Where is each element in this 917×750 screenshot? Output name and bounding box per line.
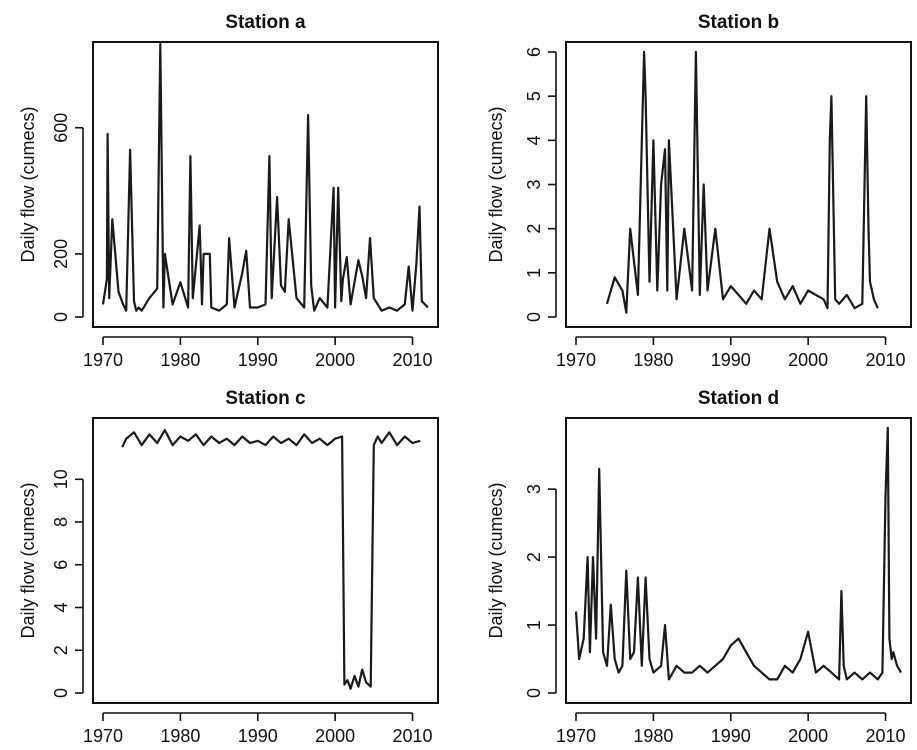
y-tick-label: 0 — [524, 688, 544, 698]
x-tick-label: 1990 — [711, 726, 751, 746]
panel-title: Station d — [698, 388, 779, 409]
y-tick-label: 200 — [51, 239, 71, 269]
panel-title: Station c — [225, 388, 306, 409]
y-tick-label: 600 — [51, 113, 71, 143]
x-tick-label: 2000 — [788, 350, 828, 370]
x-tick-label: 1990 — [238, 350, 278, 370]
x-tick-label: 1990 — [238, 726, 278, 746]
x-tick-label: 1990 — [711, 350, 751, 370]
y-tick-label: 2 — [524, 552, 544, 562]
y-tick-label: 0 — [51, 312, 71, 322]
x-tick-label: 2010 — [393, 726, 433, 746]
x-tick-label: 2000 — [315, 350, 355, 370]
x-tick-label: 1970 — [556, 350, 596, 370]
y-tick-label: 4 — [524, 135, 544, 145]
x-tick-label: 2000 — [788, 726, 828, 746]
flow-series-line — [607, 52, 878, 313]
flow-series-line — [103, 44, 428, 311]
y-axis-label: Daily flow (cumecs) — [18, 482, 38, 638]
y-axis-label: Daily flow (cumecs) — [486, 106, 506, 262]
x-tick-label: 1970 — [83, 726, 123, 746]
y-axis-label: Daily flow (cumecs) — [18, 106, 38, 262]
y-tick-label: 6 — [524, 47, 544, 57]
y-tick-label: 1 — [524, 620, 544, 630]
y-tick-label: 8 — [51, 517, 71, 527]
x-tick-label: 2000 — [315, 726, 355, 746]
y-tick-label: 0 — [524, 312, 544, 322]
x-tick-label: 1970 — [556, 726, 596, 746]
x-tick-label: 1970 — [83, 350, 123, 370]
x-tick-label: 2010 — [866, 726, 906, 746]
panel-title: Station b — [698, 12, 779, 33]
panel-title: Station a — [225, 12, 306, 33]
y-tick-label: 2 — [51, 645, 71, 655]
y-tick-label: 3 — [524, 484, 544, 494]
y-tick-label: 1 — [524, 268, 544, 278]
x-tick-label: 1980 — [160, 726, 200, 746]
panel-station-b: Station b Daily flow (cumecs) 1970 1980 1990… — [486, 12, 911, 370]
plot-frame — [566, 418, 911, 703]
y-tick-label: 6 — [51, 560, 71, 570]
x-tick-label: 2010 — [393, 350, 433, 370]
panel-station-a: Station a Daily flow (cumecs) 1970 1980 1990… — [18, 12, 438, 370]
flow-series-line — [122, 430, 420, 689]
y-axis-label: Daily flow (cumecs) — [486, 482, 506, 638]
x-tick-label: 1980 — [633, 726, 673, 746]
y-tick-label: 0 — [51, 688, 71, 698]
y-tick-label: 5 — [524, 91, 544, 101]
y-tick-label: 2 — [524, 224, 544, 234]
y-tick-label: 3 — [524, 179, 544, 189]
y-tick-label: 10 — [51, 469, 71, 489]
y-tick-label: 4 — [51, 603, 71, 613]
x-tick-label: 1980 — [633, 350, 673, 370]
x-tick-label: 1980 — [160, 350, 200, 370]
flow-series-line — [576, 428, 901, 679]
plot-frame — [93, 418, 438, 703]
panel-station-d: Station d Daily flow (cumecs) 1970 1980 1990… — [486, 388, 911, 746]
x-tick-label: 2010 — [866, 350, 906, 370]
panel-station-c: Station c Daily flow (cumecs) 1970 1980 1990… — [18, 388, 438, 746]
